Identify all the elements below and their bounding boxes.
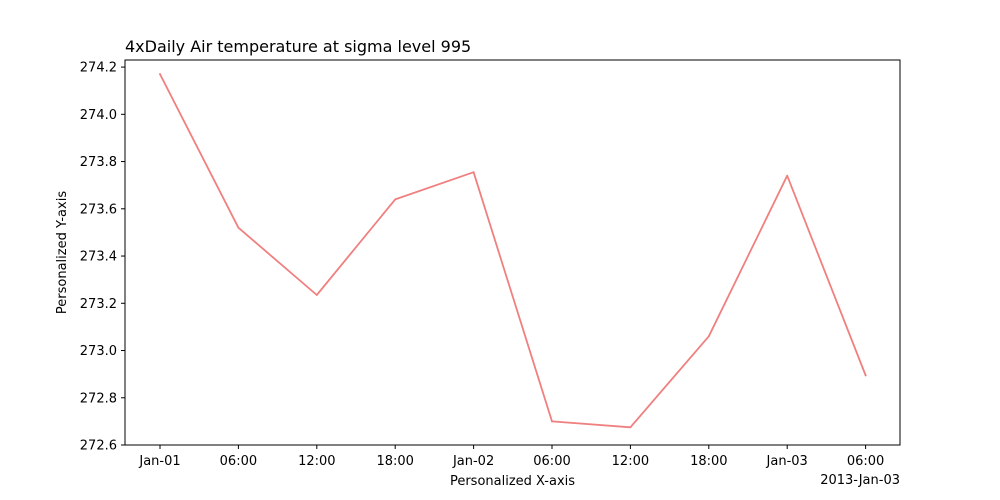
x-tick-label: 12:00	[612, 454, 649, 469]
y-tick-label: 273.0	[80, 344, 117, 359]
y-tick-label: 272.6	[80, 439, 117, 454]
plot-frame	[124, 59, 901, 446]
y-axis: 272.6 272.8 273.0 273.2 273.4 273.6 273.8 274.0…	[80, 61, 125, 454]
data-point	[159, 73, 161, 76]
x-tick-label: 12:00	[298, 454, 335, 469]
x-axis: Jan-01 06:00 12:00 18:00 Jan-02 06:00 12:00 18:…	[138, 445, 884, 469]
x-tick-label: Jan-02	[452, 454, 494, 469]
x-tick-label: 18:00	[376, 454, 413, 469]
y-tick-label: 274.2	[80, 61, 117, 76]
chart-title: 4xDaily Air temperature at sigma level 9…	[125, 37, 471, 56]
y-tick-label: 272.8	[80, 391, 117, 406]
series-line	[158, 72, 867, 429]
y-axis-label: Personalized Y-axis	[55, 191, 70, 314]
x-tick-label: Jan-03	[766, 454, 808, 469]
plot-area-background	[125, 60, 900, 445]
data-point	[315, 294, 318, 296]
data-point	[786, 174, 789, 177]
data-point	[472, 171, 475, 174]
data-point	[707, 335, 710, 338]
data-point	[551, 420, 553, 423]
x-tick-label: 06:00	[533, 454, 570, 469]
data-point	[864, 374, 867, 377]
series-layer	[158, 72, 867, 429]
x-tick-label: 18:00	[690, 454, 727, 469]
y-tick-label: 274.0	[80, 108, 117, 123]
x-offset-label: 2013-Jan-03	[820, 473, 900, 488]
x-tick-label: 06:00	[847, 454, 884, 469]
data-point	[394, 198, 397, 201]
x-tick-label: 06:00	[220, 454, 257, 469]
x-tick-label: Jan-01	[138, 454, 180, 469]
y-tick-label: 273.8	[80, 155, 117, 170]
x-axis-label: Personalized X-axis	[450, 474, 575, 489]
y-tick-label: 273.6	[80, 202, 117, 217]
data-point	[237, 226, 240, 229]
y-tick-label: 273.2	[80, 297, 117, 312]
y-tick-label: 273.4	[80, 250, 117, 265]
data-point	[629, 426, 632, 429]
